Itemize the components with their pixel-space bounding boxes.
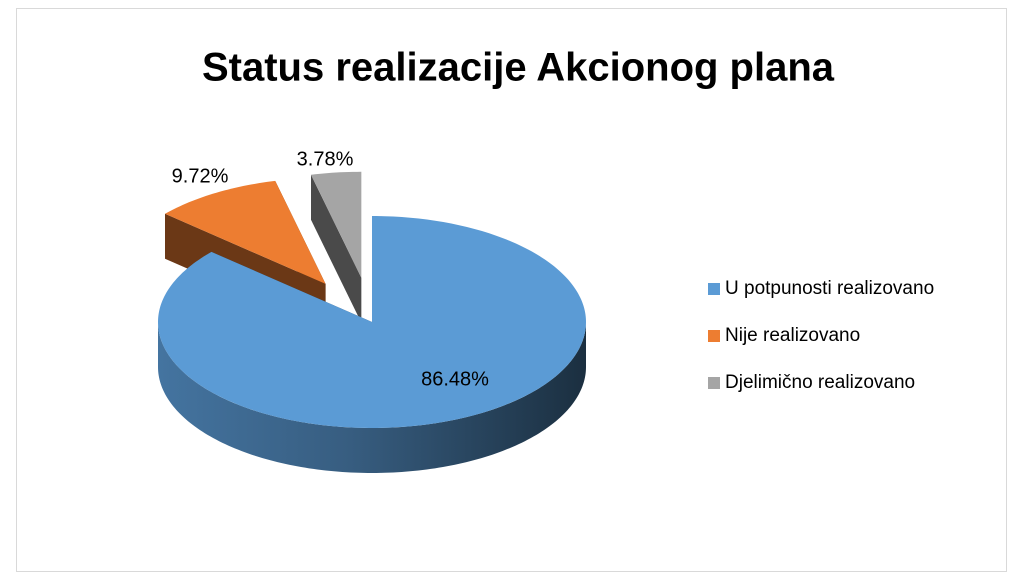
data-label: 86.48% [421, 368, 489, 390]
legend-label: U potpunosti realizovano [725, 278, 934, 299]
legend-swatch [708, 377, 720, 389]
slice-top [158, 216, 586, 428]
slice-top [165, 180, 326, 284]
slice-wall [158, 322, 586, 473]
legend-swatch [708, 283, 720, 295]
legend-swatch [708, 330, 720, 342]
slice [158, 216, 586, 473]
slice-top [310, 171, 362, 278]
legend-label: Djelimično realizovano [725, 372, 915, 393]
slice [310, 171, 362, 323]
data-label: 3.78% [297, 148, 354, 170]
slice-side [310, 174, 362, 323]
chart-title: Status realizacije Akcionog plana [202, 46, 835, 90]
data-label: 9.72% [172, 165, 229, 187]
legend-label: Nije realizovano [725, 325, 860, 346]
